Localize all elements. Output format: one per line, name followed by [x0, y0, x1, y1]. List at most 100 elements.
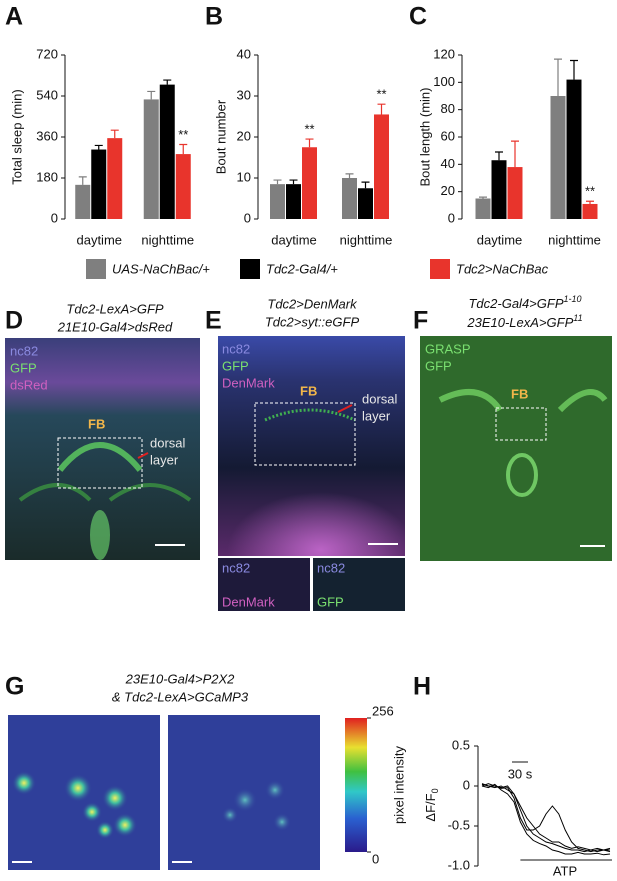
- error-bar: [179, 143, 188, 155]
- significance: **: [178, 127, 188, 142]
- arrow: [337, 404, 353, 413]
- y-tick-label: 0: [463, 777, 470, 792]
- bar: [342, 178, 357, 219]
- x-tick-label: daytime: [271, 232, 317, 247]
- y-tick-label: 30: [237, 87, 251, 102]
- bar: [475, 198, 491, 219]
- legend-swatch: [240, 259, 260, 279]
- channel-label: nc82: [317, 560, 345, 575]
- title-sup: 11: [573, 313, 582, 323]
- channel-label: nc82: [222, 341, 250, 356]
- y-axis-label: Bout length (min): [417, 88, 432, 187]
- channel-label: GFP: [317, 594, 344, 609]
- stimulus-label: ATP: [553, 863, 577, 878]
- arrow: [137, 452, 149, 459]
- y-tick-label: 540: [36, 87, 58, 102]
- panel-letter: H: [413, 673, 431, 701]
- y-tick-label: 120: [433, 46, 455, 61]
- colorbar-tick-label: 0: [372, 851, 379, 866]
- panel-letter: C: [409, 3, 427, 31]
- fb-structure: [264, 408, 356, 422]
- error-bar: [78, 176, 87, 185]
- channel-label: nc82: [10, 343, 38, 358]
- y-tick-label: 20: [237, 128, 251, 143]
- inset-image: [218, 558, 310, 611]
- label-text: ΔF/F: [423, 793, 438, 821]
- label-sub: 0: [430, 788, 440, 793]
- y-tick-label: 0: [448, 210, 455, 225]
- bar: [143, 99, 159, 219]
- y-tick-label: 720: [36, 46, 58, 61]
- micrograph: [420, 336, 612, 561]
- panel-d: D Tdc2-LexA>GFP 21E10-Gal4>dsRed nc82 GF…: [5, 301, 200, 560]
- bar: [374, 114, 389, 219]
- panel-title: 23E10-LexA>GFP11: [466, 313, 582, 330]
- panel-title: Tdc2-Gal4>GFP1-10: [468, 294, 581, 311]
- error-bar: [110, 129, 119, 139]
- channel-label: DenMark: [222, 594, 275, 609]
- region-label: FB: [88, 416, 105, 431]
- scale-label: 30 s: [508, 766, 533, 781]
- error-bar: [495, 151, 503, 161]
- channel-label: GFP: [10, 360, 37, 375]
- significance: **: [304, 121, 314, 136]
- legend-swatch: [430, 259, 450, 279]
- panel-title: & Tdc2-LexA>GCaMP3: [112, 689, 249, 704]
- colorbar: [345, 718, 367, 852]
- title-text: 23E10-LexA>GFP: [466, 315, 573, 330]
- y-tick-label: -0.5: [448, 817, 470, 832]
- error-bar: [305, 138, 314, 148]
- significance: **: [585, 184, 595, 199]
- x-tick-label: daytime: [76, 232, 122, 247]
- y-tick-label: 10: [237, 169, 251, 184]
- panel-letter: D: [5, 307, 23, 335]
- region-label: FB: [300, 383, 317, 398]
- neurites: [438, 389, 608, 413]
- channel-label: DenMark: [222, 375, 275, 390]
- channel-label: dsRed: [10, 377, 48, 392]
- y-tick-label: 180: [36, 169, 58, 184]
- inset-image: [313, 558, 405, 611]
- error-bar: [289, 179, 298, 185]
- title-sup: 1-10: [564, 294, 582, 304]
- panel-letter: F: [413, 307, 428, 335]
- error-bar: [273, 179, 282, 185]
- y-tick-label: 100: [433, 74, 455, 89]
- layer-label: dorsal: [150, 435, 186, 450]
- layer-label: dorsal: [362, 391, 398, 406]
- error-bar: [554, 58, 562, 96]
- panel-title: 23E10-Gal4>P2X2: [125, 671, 236, 686]
- trace: [481, 783, 611, 851]
- channel-label: GFP: [222, 358, 249, 373]
- panel-title: Tdc2>DenMark: [267, 296, 358, 311]
- panel-title: 21E10-Gal4>dsRed: [57, 319, 173, 334]
- bar: [358, 188, 373, 219]
- roi-box: [57, 437, 143, 489]
- error-bar: [377, 103, 386, 115]
- channel-label: GRASP: [425, 341, 471, 356]
- y-tick-label: 360: [36, 128, 58, 143]
- legend-swatch: [86, 259, 106, 279]
- x-tick-label: nighttime: [548, 232, 601, 247]
- bar: [270, 184, 285, 219]
- bar: [159, 84, 175, 219]
- bar: [550, 96, 566, 219]
- roi-box: [254, 402, 356, 466]
- trace: [481, 783, 610, 853]
- error-bar: [147, 90, 156, 100]
- bar: [507, 167, 523, 219]
- bar: [582, 203, 598, 219]
- trace: [481, 783, 611, 856]
- legend-label: Tdc2-Gal4/+: [266, 261, 338, 276]
- panel-title: Tdc2>syt::eGFP: [265, 314, 360, 329]
- panel-letter: E: [205, 307, 222, 335]
- panel-g: G 23E10-Gal4>P2X2 & Tdc2-LexA>GCaMP3 pix…: [5, 671, 406, 870]
- x-tick-label: nighttime: [340, 232, 393, 247]
- fb-structure: [57, 442, 143, 472]
- channel-label: nc82: [222, 560, 250, 575]
- panel-letter: B: [205, 3, 223, 31]
- bar: [91, 149, 107, 219]
- error-bar: [345, 173, 354, 178]
- x-tick-label: daytime: [477, 232, 523, 247]
